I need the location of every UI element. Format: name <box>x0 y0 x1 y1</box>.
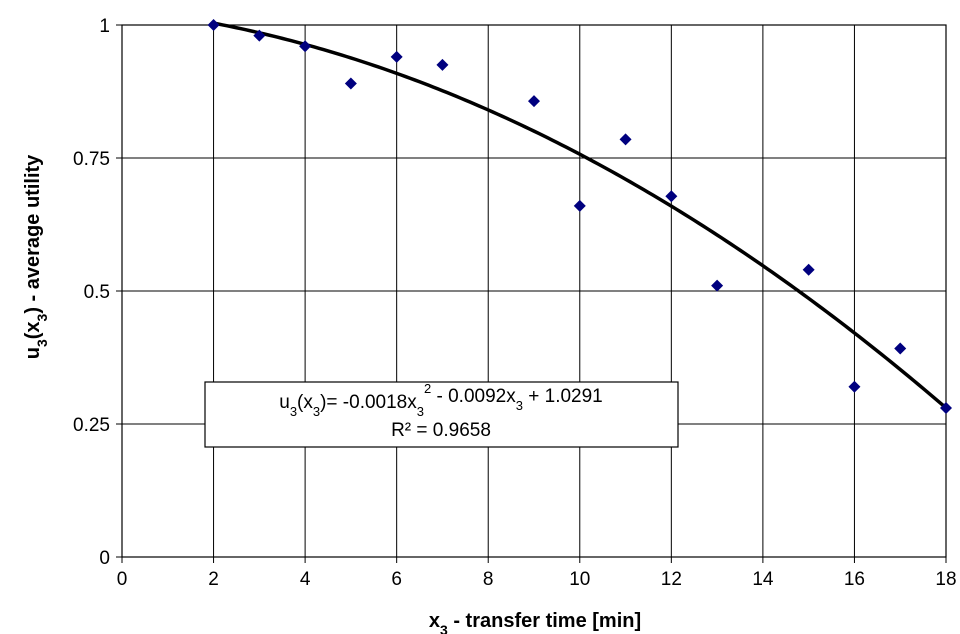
r-squared-label: R² = 0.9658 <box>391 420 491 441</box>
data-point <box>940 402 952 415</box>
y-tick-label: 0 <box>99 548 110 569</box>
x-tick-label: 12 <box>661 569 682 590</box>
y-tick-label: 0.5 <box>84 282 110 303</box>
x-tick-label: 10 <box>569 569 590 590</box>
data-point <box>711 279 724 292</box>
y-axis-title: u3(x3) - average utility <box>22 154 50 359</box>
plot-area-border <box>121 24 947 558</box>
y-tick-label: 1 <box>99 16 110 37</box>
trendline <box>213 21 948 410</box>
trendline-equation: u3(x3)= -0.0018x32 - 0.0092x3 + 1.0291 <box>279 381 603 419</box>
x-axis-title: x3 - transfer time [min] <box>429 610 641 634</box>
trendline-equation-box: u3(x3)= -0.0018x32 - 0.0092x3 + 1.0291 R… <box>204 381 679 448</box>
y-tick-label: 0.25 <box>73 415 110 436</box>
data-point <box>344 77 357 90</box>
y-tick-label: 0.75 <box>73 149 110 170</box>
x-tick-label: 16 <box>844 569 865 590</box>
data-point <box>528 95 540 108</box>
data-point <box>619 133 632 146</box>
data-point <box>299 40 312 53</box>
x-tick-label: 2 <box>208 569 219 590</box>
data-point <box>802 263 815 276</box>
x-tick-label: 14 <box>752 569 774 590</box>
x-tick-label: 4 <box>300 569 311 590</box>
equation-box-frame <box>204 381 679 448</box>
data-point <box>207 19 220 31</box>
data-point <box>390 50 403 63</box>
x-tick-label: 0 <box>117 569 128 590</box>
data-point <box>436 58 449 71</box>
data-points <box>207 19 952 415</box>
data-point <box>573 199 586 212</box>
data-point <box>665 190 678 203</box>
x-tick-label: 6 <box>391 569 402 590</box>
data-point <box>253 29 266 42</box>
tick-labels: 0 2 4 6 8 10 12 14 16 18 0 0.25 0.5 0.75 1 <box>73 16 957 590</box>
data-point <box>848 380 861 393</box>
x-tick-label: 18 <box>935 569 956 590</box>
x-tick-label: 8 <box>483 569 494 590</box>
data-point <box>894 342 907 355</box>
